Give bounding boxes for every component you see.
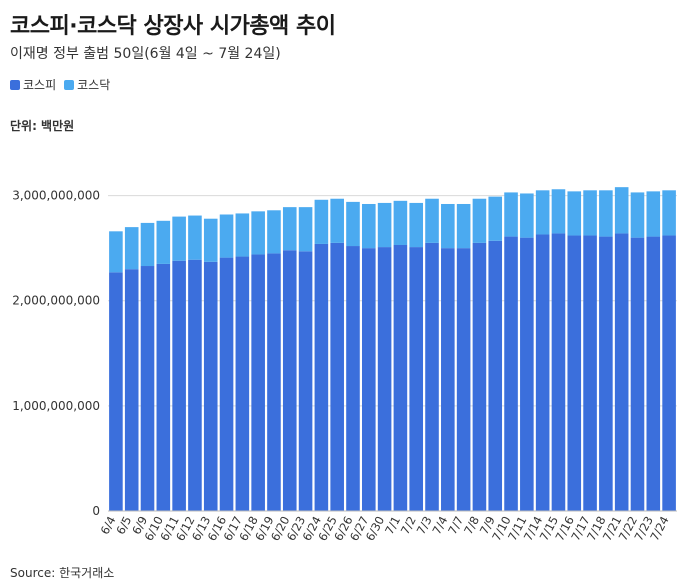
bar-kosdaq	[504, 192, 518, 237]
bar-kospi	[219, 257, 234, 511]
bar-kospi	[124, 269, 139, 511]
bar-kosdaq	[662, 190, 676, 236]
bar-kosdaq	[377, 202, 392, 248]
y-tick-label: 2,000,000,000	[12, 294, 100, 308]
bar-kosdaq	[472, 198, 487, 243]
bar-kosdaq	[314, 199, 329, 244]
bar-kosdaq	[267, 210, 281, 254]
bar-kospi	[282, 250, 297, 511]
legend-swatch-kospi	[10, 79, 20, 90]
bar-kospi	[109, 272, 123, 511]
bar-kospi	[235, 256, 250, 511]
bar-kosdaq	[282, 207, 297, 251]
bar-kospi	[520, 237, 534, 511]
bar-kosdaq	[330, 198, 344, 243]
bar-kospi	[203, 261, 218, 511]
bar-kosdaq	[599, 190, 613, 237]
chart-title: 코스피·코스닥 상장사 시가총액 추이	[10, 14, 336, 39]
bar-kosdaq	[535, 190, 550, 235]
bar-kospi	[662, 235, 676, 512]
bar-kospi	[441, 248, 455, 511]
bar-kosdaq	[393, 200, 408, 245]
bar-kosdaq	[520, 193, 534, 238]
bar-kosdaq	[583, 190, 597, 236]
bar-kosdaq	[361, 203, 376, 249]
bar-kospi	[472, 242, 487, 511]
bar-kosdaq	[124, 227, 139, 270]
bar-kospi	[361, 248, 376, 511]
bar-kosdaq	[251, 211, 265, 255]
legend-item-kospi: 코스피	[10, 76, 56, 93]
chart-subtitle: 이재명 정부 출범 50일(6월 4일 ~ 7월 24일)	[10, 46, 281, 62]
legend-item-kosdaq: 코스닥	[64, 76, 110, 93]
bar-kosdaq	[567, 191, 582, 236]
bar-kosdaq	[441, 203, 455, 249]
bar-kosdaq	[188, 215, 202, 260]
bar-kospi	[646, 236, 661, 511]
bar-kosdaq	[614, 187, 629, 234]
bar-kospi	[535, 234, 550, 511]
y-tick-label: 3,000,000,000	[12, 189, 100, 203]
bar-kosdaq	[109, 231, 123, 273]
bar-kospi	[140, 266, 155, 511]
unit-label: 단위: 백만원	[10, 119, 75, 133]
bar-kospi	[614, 233, 629, 511]
bar-kospi	[156, 263, 171, 511]
bar-kospi	[488, 240, 503, 512]
source-note: Source: 한국거래소	[10, 566, 115, 580]
bar-kospi	[551, 233, 566, 511]
bar-kospi	[630, 237, 645, 511]
bar-kospi	[251, 254, 265, 512]
legend-label-kospi: 코스피	[23, 78, 57, 92]
bar-kosdaq	[456, 203, 471, 249]
bar-kosdaq	[551, 189, 566, 234]
y-tick-label: 0	[92, 504, 100, 518]
bar-kospi	[583, 235, 597, 512]
bar-kospi	[456, 248, 471, 511]
bar-kospi	[172, 260, 186, 511]
bar-kosdaq	[488, 196, 503, 241]
bar-kosdaq	[172, 216, 186, 261]
bar-kosdaq	[346, 201, 360, 247]
bar-kosdaq	[630, 192, 645, 238]
bar-kosdaq	[203, 218, 218, 262]
bar-kospi	[504, 236, 518, 511]
bar-kospi	[298, 251, 313, 511]
bar-kospi	[188, 259, 202, 511]
legend-label-kosdaq: 코스닥	[77, 78, 111, 92]
bar-kosdaq	[646, 191, 661, 237]
bar-kospi	[314, 243, 329, 512]
bar-kospi	[599, 236, 613, 511]
bar-kosdaq	[140, 222, 155, 267]
bar-kospi	[377, 247, 392, 511]
bar-kospi	[267, 253, 281, 511]
bar-kospi	[346, 246, 360, 512]
bar-kospi	[409, 247, 424, 511]
bar-kospi	[393, 244, 408, 511]
legend: 코스피 코스닥	[10, 76, 110, 93]
bar-kospi	[425, 242, 439, 511]
bar-kosdaq	[156, 220, 171, 264]
bar-kosdaq	[425, 198, 439, 243]
bar-kosdaq	[235, 213, 250, 257]
bar-kosdaq	[409, 202, 424, 248]
legend-swatch-kosdaq	[64, 79, 75, 90]
bar-kospi	[567, 235, 582, 512]
y-tick-label: 1,000,000,000	[12, 399, 100, 413]
bar-kospi	[330, 242, 344, 511]
bar-kosdaq	[219, 214, 234, 258]
bar-kosdaq	[298, 207, 313, 252]
